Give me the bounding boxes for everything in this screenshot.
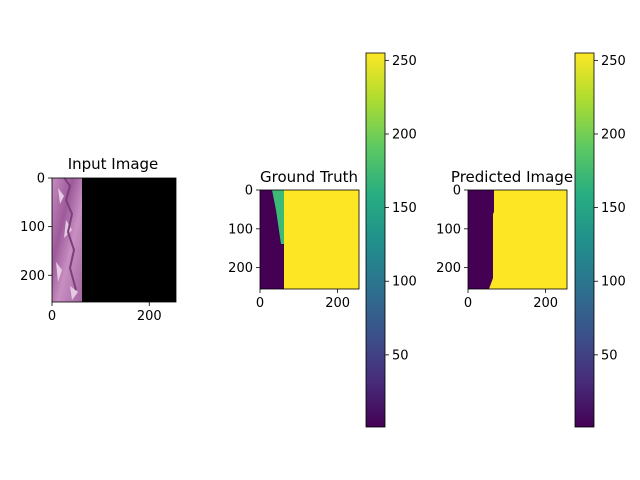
input-image <box>52 178 176 302</box>
colorbar-tick-label: 100 <box>601 275 626 290</box>
ground-truth-axes: 0 200 0 100 200 <box>228 184 350 312</box>
y-tick-label: 0 <box>245 184 253 199</box>
predicted-colorbar: 50 100 150 200 250 <box>574 52 626 428</box>
y-tick-label: 100 <box>20 220 45 235</box>
colorbar-tick-label: 250 <box>601 54 626 69</box>
colorbar-tick-label: 150 <box>601 201 626 216</box>
x-tick-label: 200 <box>533 296 558 311</box>
y-tick-label: 100 <box>228 222 253 237</box>
colorbar-tick-label: 150 <box>392 201 417 216</box>
input-image-title: Input Image <box>68 155 159 173</box>
x-tick-label: 0 <box>256 296 264 311</box>
colorbar-tick-label: 200 <box>601 127 626 142</box>
predicted-colorbar-ticks: 50 100 150 200 250 <box>594 54 626 363</box>
ground-truth-panel: Ground Truth 0 200 0 100 200 50 100 150 200 250 <box>228 52 417 428</box>
y-tick-label: 200 <box>20 269 45 284</box>
predicted-colorbar-gradient <box>574 52 595 428</box>
predicted-region-1 <box>468 190 494 289</box>
input-image-panel: Input Image 0 200 0 100 200 <box>20 155 177 325</box>
y-tick-label: 0 <box>37 172 45 187</box>
y-tick-label: 200 <box>228 261 253 276</box>
ground-truth-frame <box>259 189 360 290</box>
colorbar-tick-label: 50 <box>601 348 618 363</box>
y-tick-label: 200 <box>436 261 461 276</box>
ground-truth-region-175 <box>272 190 284 244</box>
x-tick-label: 0 <box>48 309 56 324</box>
predicted-image-panel: Predicted Image 0 200 0 100 200 50 100 150 200 2… <box>436 52 626 428</box>
ground-truth-colorbar: 50 100 150 200 250 <box>365 52 417 428</box>
ground-truth-colorbar-gradient <box>365 52 386 428</box>
ground-truth-title: Ground Truth <box>260 168 358 186</box>
colorbar-tick-label: 50 <box>392 348 409 363</box>
y-tick-label: 0 <box>453 184 461 199</box>
predicted-image <box>468 190 567 289</box>
input-image-axes: 0 200 0 100 200 <box>20 172 161 325</box>
predicted-image-axes: 0 200 0 100 200 <box>436 184 558 312</box>
predicted-frame <box>467 189 568 290</box>
predicted-image-title: Predicted Image <box>451 168 573 186</box>
x-tick-label: 0 <box>464 296 472 311</box>
input-image-frame <box>51 177 177 303</box>
y-tick-label: 100 <box>436 222 461 237</box>
input-image-tissue-fiber <box>63 178 77 291</box>
colorbar-tick-label: 100 <box>392 275 417 290</box>
colorbar-tick-label: 250 <box>392 54 417 69</box>
ground-truth-colorbar-ticks: 50 100 150 200 250 <box>385 54 417 363</box>
x-tick-label: 200 <box>137 309 162 324</box>
x-tick-label: 200 <box>325 296 350 311</box>
colorbar-tick-label: 200 <box>392 127 417 142</box>
ground-truth-image <box>260 190 359 289</box>
